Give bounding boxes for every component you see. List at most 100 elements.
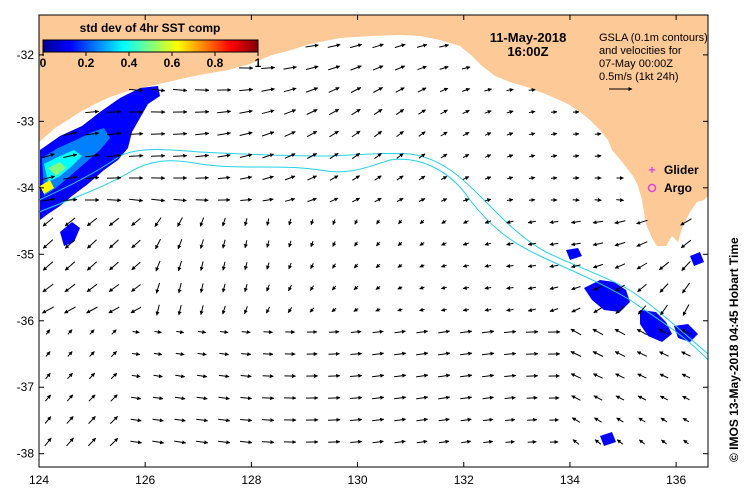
- sst-patch-southwest: [60, 222, 80, 246]
- x-tick-label: 126: [135, 473, 155, 487]
- velocity-arrow: [462, 88, 471, 92]
- velocity-arrow: [240, 374, 252, 379]
- velocity-arrow: [527, 242, 536, 247]
- velocity-arrow: [571, 307, 581, 313]
- sst-patch-west-high: [48, 162, 66, 176]
- velocity-arrow: [240, 197, 253, 202]
- velocity-arrow: [150, 131, 166, 136]
- velocity-arrow: [240, 418, 253, 423]
- velocity-arrow: [592, 351, 604, 357]
- velocity-arrow: [375, 285, 381, 290]
- velocity-arrow: [266, 240, 270, 248]
- sst-patch-east-6: [690, 252, 704, 266]
- velocity-arrow: [659, 351, 669, 357]
- velocity-arrow: [349, 395, 363, 400]
- velocity-arrow: [637, 395, 647, 401]
- velocity-arrow: [637, 305, 647, 315]
- velocity-arrow: [462, 198, 470, 203]
- velocity-arrow: [151, 88, 166, 93]
- velocity-arrow: [506, 110, 514, 114]
- x-tick-label: 124: [29, 473, 49, 487]
- velocity-arrow: [462, 131, 470, 137]
- velocity-arrow: [527, 308, 536, 313]
- velocity-arrow: [614, 263, 626, 269]
- velocity-arrow: [239, 131, 253, 136]
- velocity-arrow: [284, 197, 296, 202]
- velocity-arrow: [549, 220, 559, 225]
- velocity-arrow: [239, 87, 254, 92]
- velocity-arrow: [172, 88, 188, 93]
- velocity-arrow: [505, 439, 515, 444]
- velocity-arrow: [354, 241, 359, 247]
- velocity-arrow: [506, 198, 514, 203]
- velocity-arrow: [528, 154, 536, 159]
- velocity-arrow: [307, 175, 317, 181]
- velocity-arrow: [484, 263, 492, 268]
- velocity-arrow: [88, 372, 96, 380]
- velocity-arrow: [571, 286, 581, 291]
- velocity-arrow: [372, 351, 385, 356]
- velocity-arrow: [111, 329, 117, 335]
- y-tick-label: -34: [17, 181, 35, 195]
- velocity-arrow: [350, 439, 363, 444]
- velocity-arrow: [592, 328, 604, 336]
- velocity-arrow: [195, 198, 209, 203]
- velocity-arrow: [199, 239, 204, 249]
- velocity-arrow: [329, 130, 339, 138]
- velocity-arrow: [549, 286, 559, 291]
- velocity-arrow: [440, 175, 448, 181]
- velocity-arrow: [261, 65, 276, 70]
- velocity-arrow: [131, 218, 141, 226]
- velocity-arrow: [463, 219, 469, 224]
- sst-patch-west: [40, 86, 160, 220]
- velocity-arrow: [218, 440, 231, 445]
- velocity-arrow: [64, 261, 76, 271]
- velocity-arrow: [331, 307, 337, 313]
- velocity-arrow: [306, 109, 318, 115]
- velocity-arrow: [262, 197, 274, 202]
- plot-frame: [38, 14, 709, 468]
- velocity-arrow: [438, 351, 451, 356]
- velocity-arrow: [199, 217, 205, 227]
- velocity-arrow: [88, 394, 96, 402]
- velocity-arrow: [376, 241, 381, 247]
- velocity-arrow: [572, 154, 580, 159]
- velocity-arrow: [438, 373, 451, 378]
- velocity-arrow: [526, 395, 538, 400]
- velocity-arrow: [482, 373, 495, 378]
- velocity-arrow: [374, 175, 382, 181]
- velocity-arrow: [571, 417, 581, 423]
- gsla-contour-1: [39, 158, 708, 361]
- velocity-arrow: [394, 43, 406, 49]
- velocity-arrow: [527, 286, 536, 291]
- colorbar-tick-label: 0.2: [78, 56, 95, 70]
- velocity-arrow: [89, 329, 95, 335]
- velocity-arrow: [482, 417, 494, 422]
- velocity-arrow: [460, 417, 472, 422]
- velocity-arrow: [528, 132, 536, 137]
- velocity-arrow: [283, 65, 297, 70]
- velocity-arrow: [659, 283, 669, 293]
- colorbar-tick-label: 1: [255, 56, 262, 70]
- velocity-arrow: [394, 439, 406, 444]
- plot-area: +: [39, 15, 708, 467]
- velocity-arrow: [196, 440, 209, 445]
- velocity-arrow: [332, 263, 337, 269]
- velocity-arrow: [41, 306, 54, 314]
- velocity-arrow: [328, 351, 340, 356]
- y-tick-label: -33: [17, 114, 35, 128]
- velocity-arrow: [592, 220, 604, 225]
- velocity-arrow: [108, 306, 120, 314]
- velocity-arrow: [155, 260, 161, 272]
- velocity-arrow: [374, 152, 382, 160]
- velocity-arrow: [130, 440, 142, 445]
- velocity-arrow: [64, 239, 76, 249]
- velocity-arrow: [195, 109, 210, 114]
- velocity-arrow: [614, 241, 626, 247]
- velocity-arrow: [131, 396, 142, 401]
- velocity-arrow: [87, 239, 97, 249]
- velocity-arrow: [440, 307, 447, 312]
- velocity-arrow: [506, 154, 514, 159]
- velocity-arrow: [462, 241, 469, 246]
- velocity-arrow: [110, 372, 118, 380]
